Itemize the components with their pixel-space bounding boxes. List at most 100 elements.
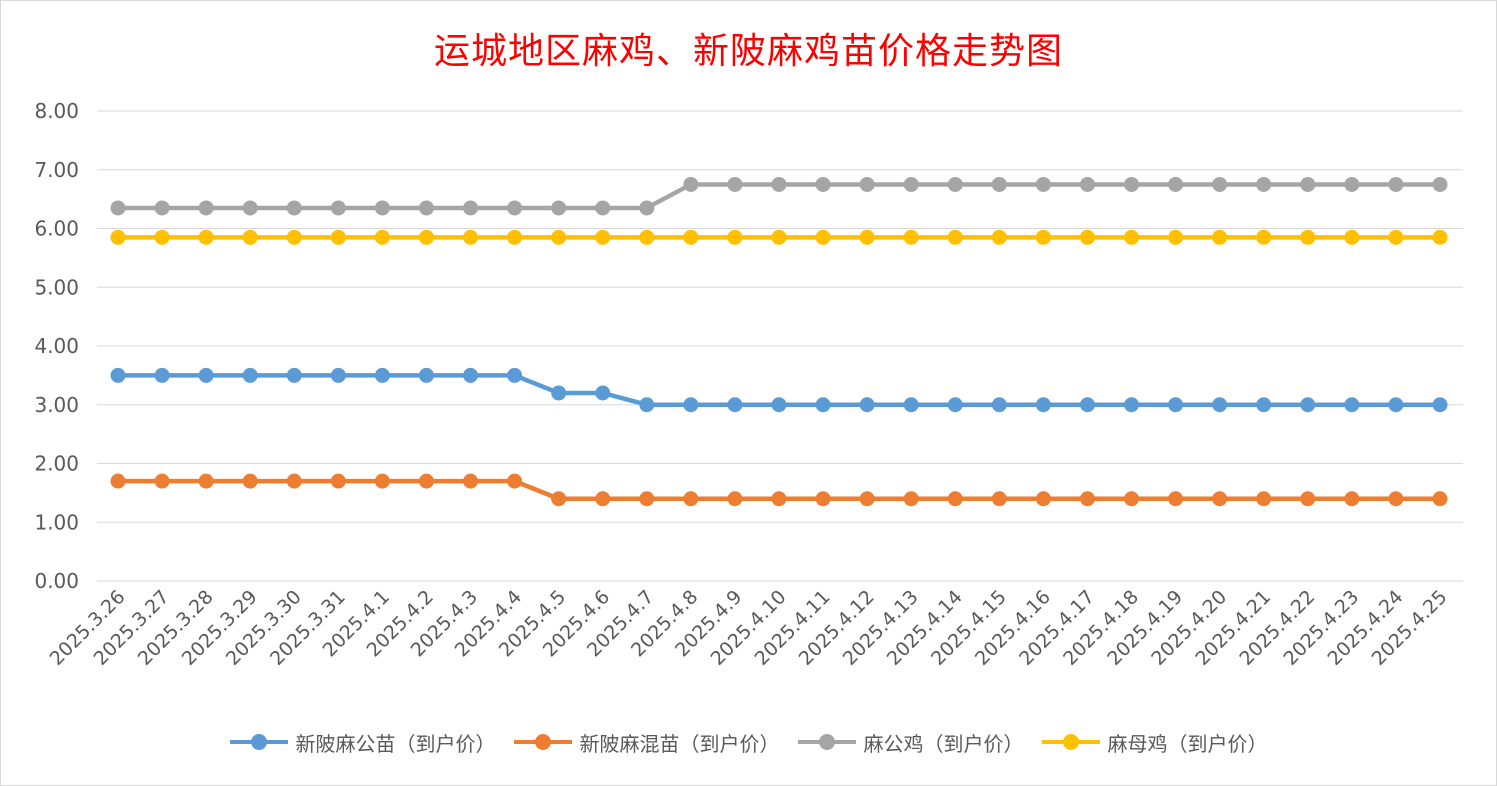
chart-title: 运城地区麻鸡、新陂麻鸡苗价格走势图 <box>433 31 1063 72</box>
data-point <box>1256 397 1272 413</box>
data-point <box>551 491 567 507</box>
y-tick-label: 4.00 <box>34 334 79 358</box>
data-point <box>595 229 611 245</box>
data-point <box>110 229 126 245</box>
legend-swatch <box>513 732 572 752</box>
data-point <box>1432 397 1448 413</box>
data-point <box>727 397 743 413</box>
data-point <box>374 473 390 489</box>
data-point <box>374 367 390 383</box>
data-point <box>815 491 831 507</box>
data-point <box>330 473 346 489</box>
data-point <box>727 491 743 507</box>
data-point <box>903 491 919 507</box>
legend-label: 新陂麻公苗（到户价） <box>295 731 496 756</box>
data-point <box>286 200 302 216</box>
data-point <box>154 473 170 489</box>
data-point <box>1344 397 1360 413</box>
series-2 <box>110 473 1448 507</box>
data-point <box>418 229 434 245</box>
data-point <box>1256 176 1272 192</box>
legend-label: 新陂麻混苗（到户价） <box>579 731 780 756</box>
data-point <box>771 229 787 245</box>
data-point <box>154 229 170 245</box>
y-tick-label: 5.00 <box>34 275 79 299</box>
data-point <box>1168 491 1184 507</box>
data-point <box>286 229 302 245</box>
y-tick-label: 1.00 <box>34 510 79 534</box>
data-point <box>815 176 831 192</box>
legend-item: 新陂麻公苗（到户价） <box>229 728 496 757</box>
data-point <box>1300 229 1316 245</box>
data-point <box>683 176 699 192</box>
y-tick-label: 2.00 <box>34 452 79 476</box>
data-point <box>198 200 214 216</box>
y-tick-label: 7.00 <box>34 158 79 182</box>
data-point <box>1344 491 1360 507</box>
data-point <box>947 491 963 507</box>
data-point <box>903 176 919 192</box>
legend-label: 麻母鸡（到户价） <box>1107 731 1268 756</box>
data-point <box>947 397 963 413</box>
data-point <box>727 176 743 192</box>
data-point <box>463 229 479 245</box>
data-point <box>1168 229 1184 245</box>
data-point <box>507 473 523 489</box>
legend-label: 麻公鸡（到户价） <box>863 731 1024 756</box>
data-point <box>947 176 963 192</box>
data-point <box>639 397 655 413</box>
data-point <box>1124 229 1140 245</box>
data-point <box>771 491 787 507</box>
data-point <box>1212 176 1228 192</box>
data-point <box>1432 229 1448 245</box>
series-group <box>110 176 1448 507</box>
data-point <box>551 385 567 401</box>
data-point <box>1388 176 1404 192</box>
data-point <box>1079 491 1095 507</box>
data-point <box>1035 491 1051 507</box>
data-point <box>1300 176 1316 192</box>
data-point <box>1388 491 1404 507</box>
data-point <box>991 176 1007 192</box>
data-point <box>771 176 787 192</box>
data-point <box>463 367 479 383</box>
data-point <box>1256 229 1272 245</box>
data-point <box>859 397 875 413</box>
data-point <box>374 229 390 245</box>
data-point <box>330 229 346 245</box>
data-point <box>1124 491 1140 507</box>
data-point <box>1344 229 1360 245</box>
data-point <box>463 473 479 489</box>
y-tick-label: 6.00 <box>34 217 79 241</box>
data-point <box>859 229 875 245</box>
legend: 新陂麻公苗（到户价） 新陂麻混苗（到户价） 麻公鸡（到户价） 麻母鸡（到户价） <box>0 726 1497 758</box>
data-point <box>1124 397 1140 413</box>
data-point <box>1300 397 1316 413</box>
data-point <box>1388 229 1404 245</box>
legend-swatch <box>229 732 288 752</box>
data-point <box>418 367 434 383</box>
data-point <box>418 200 434 216</box>
data-point <box>1168 176 1184 192</box>
data-point <box>198 473 214 489</box>
data-point <box>110 367 126 383</box>
data-point <box>1035 176 1051 192</box>
legend-swatch <box>797 732 856 752</box>
data-point <box>198 229 214 245</box>
series-4 <box>110 229 1448 245</box>
data-point <box>1256 491 1272 507</box>
data-point <box>286 473 302 489</box>
data-point <box>595 385 611 401</box>
data-point <box>903 397 919 413</box>
data-point <box>595 491 611 507</box>
data-point <box>1388 397 1404 413</box>
y-axis-ticks: 0.00 1.00 2.00 3.00 4.00 5.00 6.00 7.00 8.00 <box>34 99 79 593</box>
data-point <box>683 491 699 507</box>
legend-item: 麻母鸡（到户价） <box>1041 728 1268 757</box>
data-point <box>1079 176 1095 192</box>
data-point <box>418 473 434 489</box>
data-point <box>639 491 655 507</box>
data-point <box>771 397 787 413</box>
data-point <box>1212 397 1228 413</box>
